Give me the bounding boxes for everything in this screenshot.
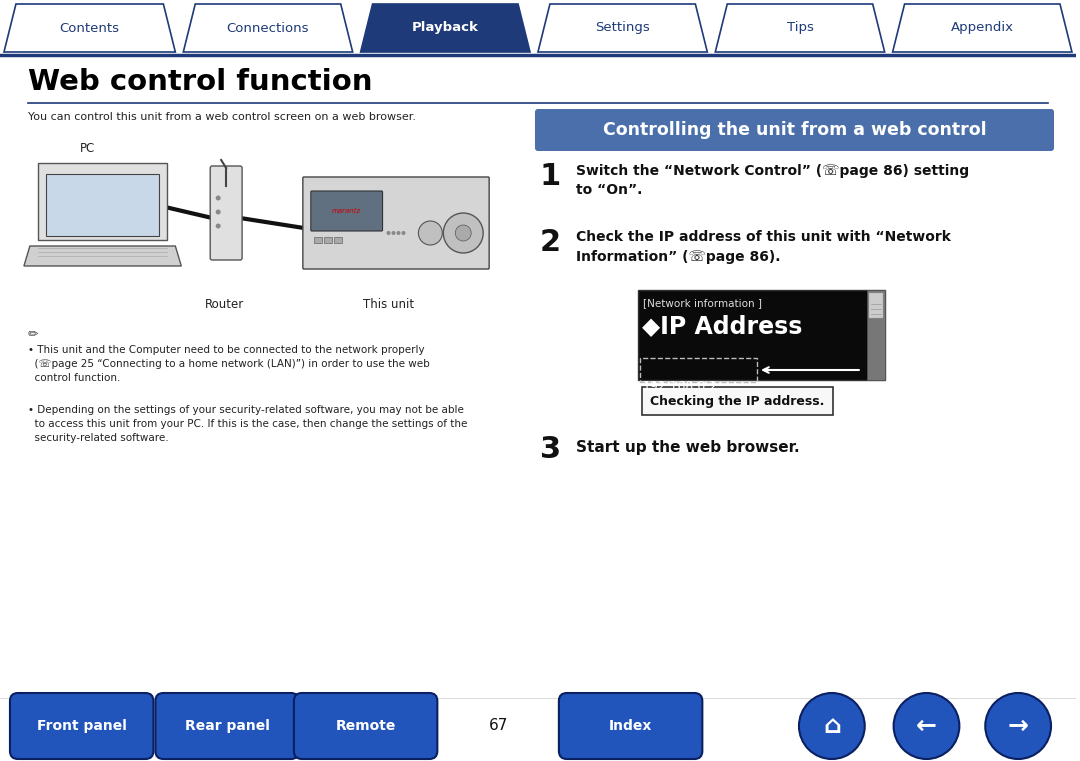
Text: ◆IP Address: ◆IP Address [642,314,802,338]
Text: Tips: Tips [786,21,813,34]
Text: Connections: Connections [227,21,309,34]
Polygon shape [184,4,353,52]
FancyBboxPatch shape [10,693,153,759]
Bar [867,290,885,380]
Text: PC: PC [80,142,95,155]
Text: Appendix: Appendix [950,21,1014,34]
Bar [314,237,322,243]
Circle shape [387,231,391,235]
Bar [45,174,160,236]
Circle shape [402,231,405,235]
Circle shape [216,209,220,215]
Circle shape [418,221,443,245]
Text: Check the IP address of this unit with “Network
Information” (☏page 86).: Check the IP address of this unit with “… [576,230,950,263]
Text: You can control this unit from a web control screen on a web browser.: You can control this unit from a web con… [28,112,416,122]
Text: Settings: Settings [595,21,650,34]
Circle shape [216,224,220,228]
Text: Router: Router [204,298,244,311]
Text: 192.168.0.2: 192.168.0.2 [643,380,718,393]
FancyBboxPatch shape [211,166,242,260]
Polygon shape [38,163,167,240]
Circle shape [443,213,483,253]
Text: Web control function: Web control function [28,68,373,96]
Circle shape [985,693,1051,759]
Bar [324,237,332,243]
FancyBboxPatch shape [535,109,1054,151]
Circle shape [396,231,401,235]
Circle shape [799,693,865,759]
FancyBboxPatch shape [558,693,702,759]
Text: Index: Index [609,719,652,733]
FancyBboxPatch shape [294,693,437,759]
Text: ←: ← [916,714,937,738]
Text: 67: 67 [488,718,508,734]
Text: →: → [1008,714,1028,738]
Circle shape [216,196,220,200]
Circle shape [392,231,395,235]
Bar [639,358,757,382]
Text: Remote: Remote [336,719,395,733]
Text: • This unit and the Computer need to be connected to the network properly
  (☏pa: • This unit and the Computer need to be … [28,345,430,383]
FancyBboxPatch shape [642,387,833,415]
Text: marantz: marantz [333,208,361,214]
Circle shape [456,225,471,241]
Polygon shape [538,4,707,52]
Circle shape [893,693,959,759]
Text: Checking the IP address.: Checking the IP address. [650,394,824,407]
Text: This unit: This unit [363,298,414,311]
Bar [637,290,885,380]
Text: ⌂: ⌂ [823,714,841,738]
FancyBboxPatch shape [302,177,489,269]
Polygon shape [24,246,181,266]
Text: Rear panel: Rear panel [185,719,270,733]
Text: [Network information ]: [Network information ] [643,298,761,308]
Polygon shape [715,4,885,52]
Text: • Depending on the settings of your security-related software, you may not be ab: • Depending on the settings of your secu… [28,405,468,443]
Text: 2: 2 [540,228,562,257]
Text: Switch the “Network Control” (☏page 86) setting
to “On”.: Switch the “Network Control” (☏page 86) … [576,164,969,198]
Text: Front panel: Front panel [37,719,126,733]
Polygon shape [4,4,175,52]
Text: Playback: Playback [411,21,478,34]
Text: 1: 1 [540,162,562,191]
Text: 3: 3 [540,435,562,464]
Polygon shape [892,4,1072,52]
Bar [334,237,341,243]
FancyBboxPatch shape [156,693,299,759]
Polygon shape [361,4,530,52]
Bar [868,293,882,318]
Text: ✏: ✏ [28,328,39,341]
Text: Contents: Contents [59,21,120,34]
Text: Start up the web browser.: Start up the web browser. [576,440,799,455]
FancyBboxPatch shape [311,191,382,231]
Text: Controlling the unit from a web control: Controlling the unit from a web control [603,121,986,139]
